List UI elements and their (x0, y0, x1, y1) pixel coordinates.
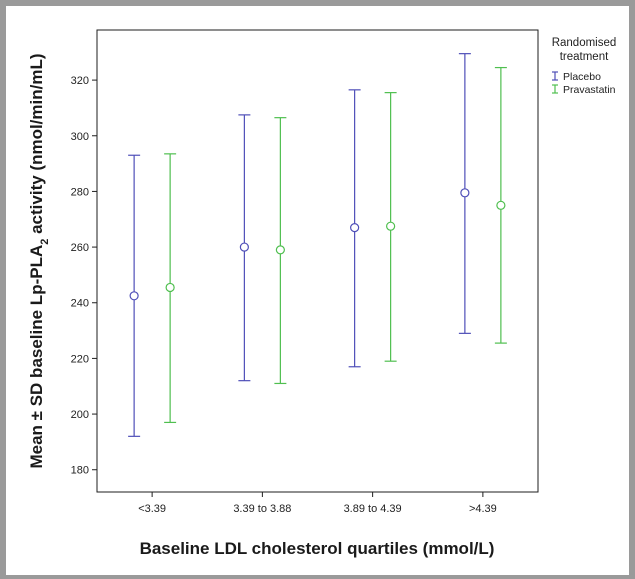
x-tick-label: 3.89 to 4.39 (344, 503, 402, 515)
error-bar-placebo (128, 154, 141, 437)
y-tick-label: 180 (71, 465, 89, 477)
y-axis: 180 200 220 240 260 280 300 320 (71, 75, 97, 477)
mean-marker (239, 242, 249, 252)
plot-area (96, 29, 539, 493)
error-bar-pravastatin (494, 66, 507, 344)
x-axis-title: Baseline LDL cholesterol quartiles (mmol… (140, 539, 495, 558)
legend-title-line2: treatment (560, 51, 609, 63)
mean-marker (275, 245, 285, 255)
y-tick-label: 240 (71, 298, 89, 310)
legend-item-pravastatin: Pravastatin (552, 84, 616, 96)
error-bar-placebo (238, 114, 251, 382)
x-axis: <3.39 3.39 to 3.88 3.89 to 4.39 >4.39 (138, 492, 497, 515)
mean-marker (386, 221, 396, 231)
error-bar-pravastatin (274, 117, 287, 385)
mean-marker (350, 223, 360, 233)
legend-title-line1: Randomised (552, 37, 617, 49)
mean-marker (165, 282, 175, 293)
error-bars (128, 53, 507, 437)
mean-marker (496, 200, 506, 210)
error-bar-placebo (458, 53, 471, 334)
y-tick-label: 280 (71, 186, 89, 198)
error-bar-pravastatin (384, 92, 397, 362)
y-tick-label: 200 (71, 409, 89, 421)
error-bar-placebo (348, 89, 361, 368)
legend-label: Pravastatin (563, 84, 616, 96)
mean-marker (129, 291, 139, 301)
y-tick-label: 220 (71, 353, 89, 365)
x-tick-label: <3.39 (138, 503, 166, 515)
mean-marker (460, 188, 470, 198)
y-tick-label: 300 (71, 131, 89, 143)
error-bar-pravastatin (164, 153, 177, 424)
y-axis-title: Mean ± SD baseline Lp-PLA2 activity (nmo… (27, 53, 51, 468)
x-tick-label: 3.39 to 3.88 (233, 503, 291, 515)
x-tick-label: >4.39 (469, 503, 497, 515)
legend-label: Placebo (563, 71, 601, 83)
legend-item-placebo: Placebo (552, 71, 601, 83)
y-tick-label: 260 (71, 242, 89, 254)
y-tick-label: 320 (71, 75, 89, 87)
